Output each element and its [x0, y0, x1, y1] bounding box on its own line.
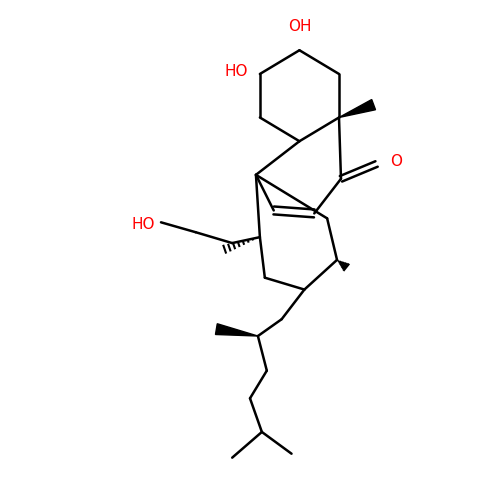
Polygon shape [339, 100, 376, 117]
Text: OH: OH [288, 20, 311, 34]
Text: O: O [390, 154, 402, 170]
Text: HO: HO [132, 217, 155, 232]
Text: HO: HO [224, 64, 248, 80]
Polygon shape [216, 324, 258, 336]
